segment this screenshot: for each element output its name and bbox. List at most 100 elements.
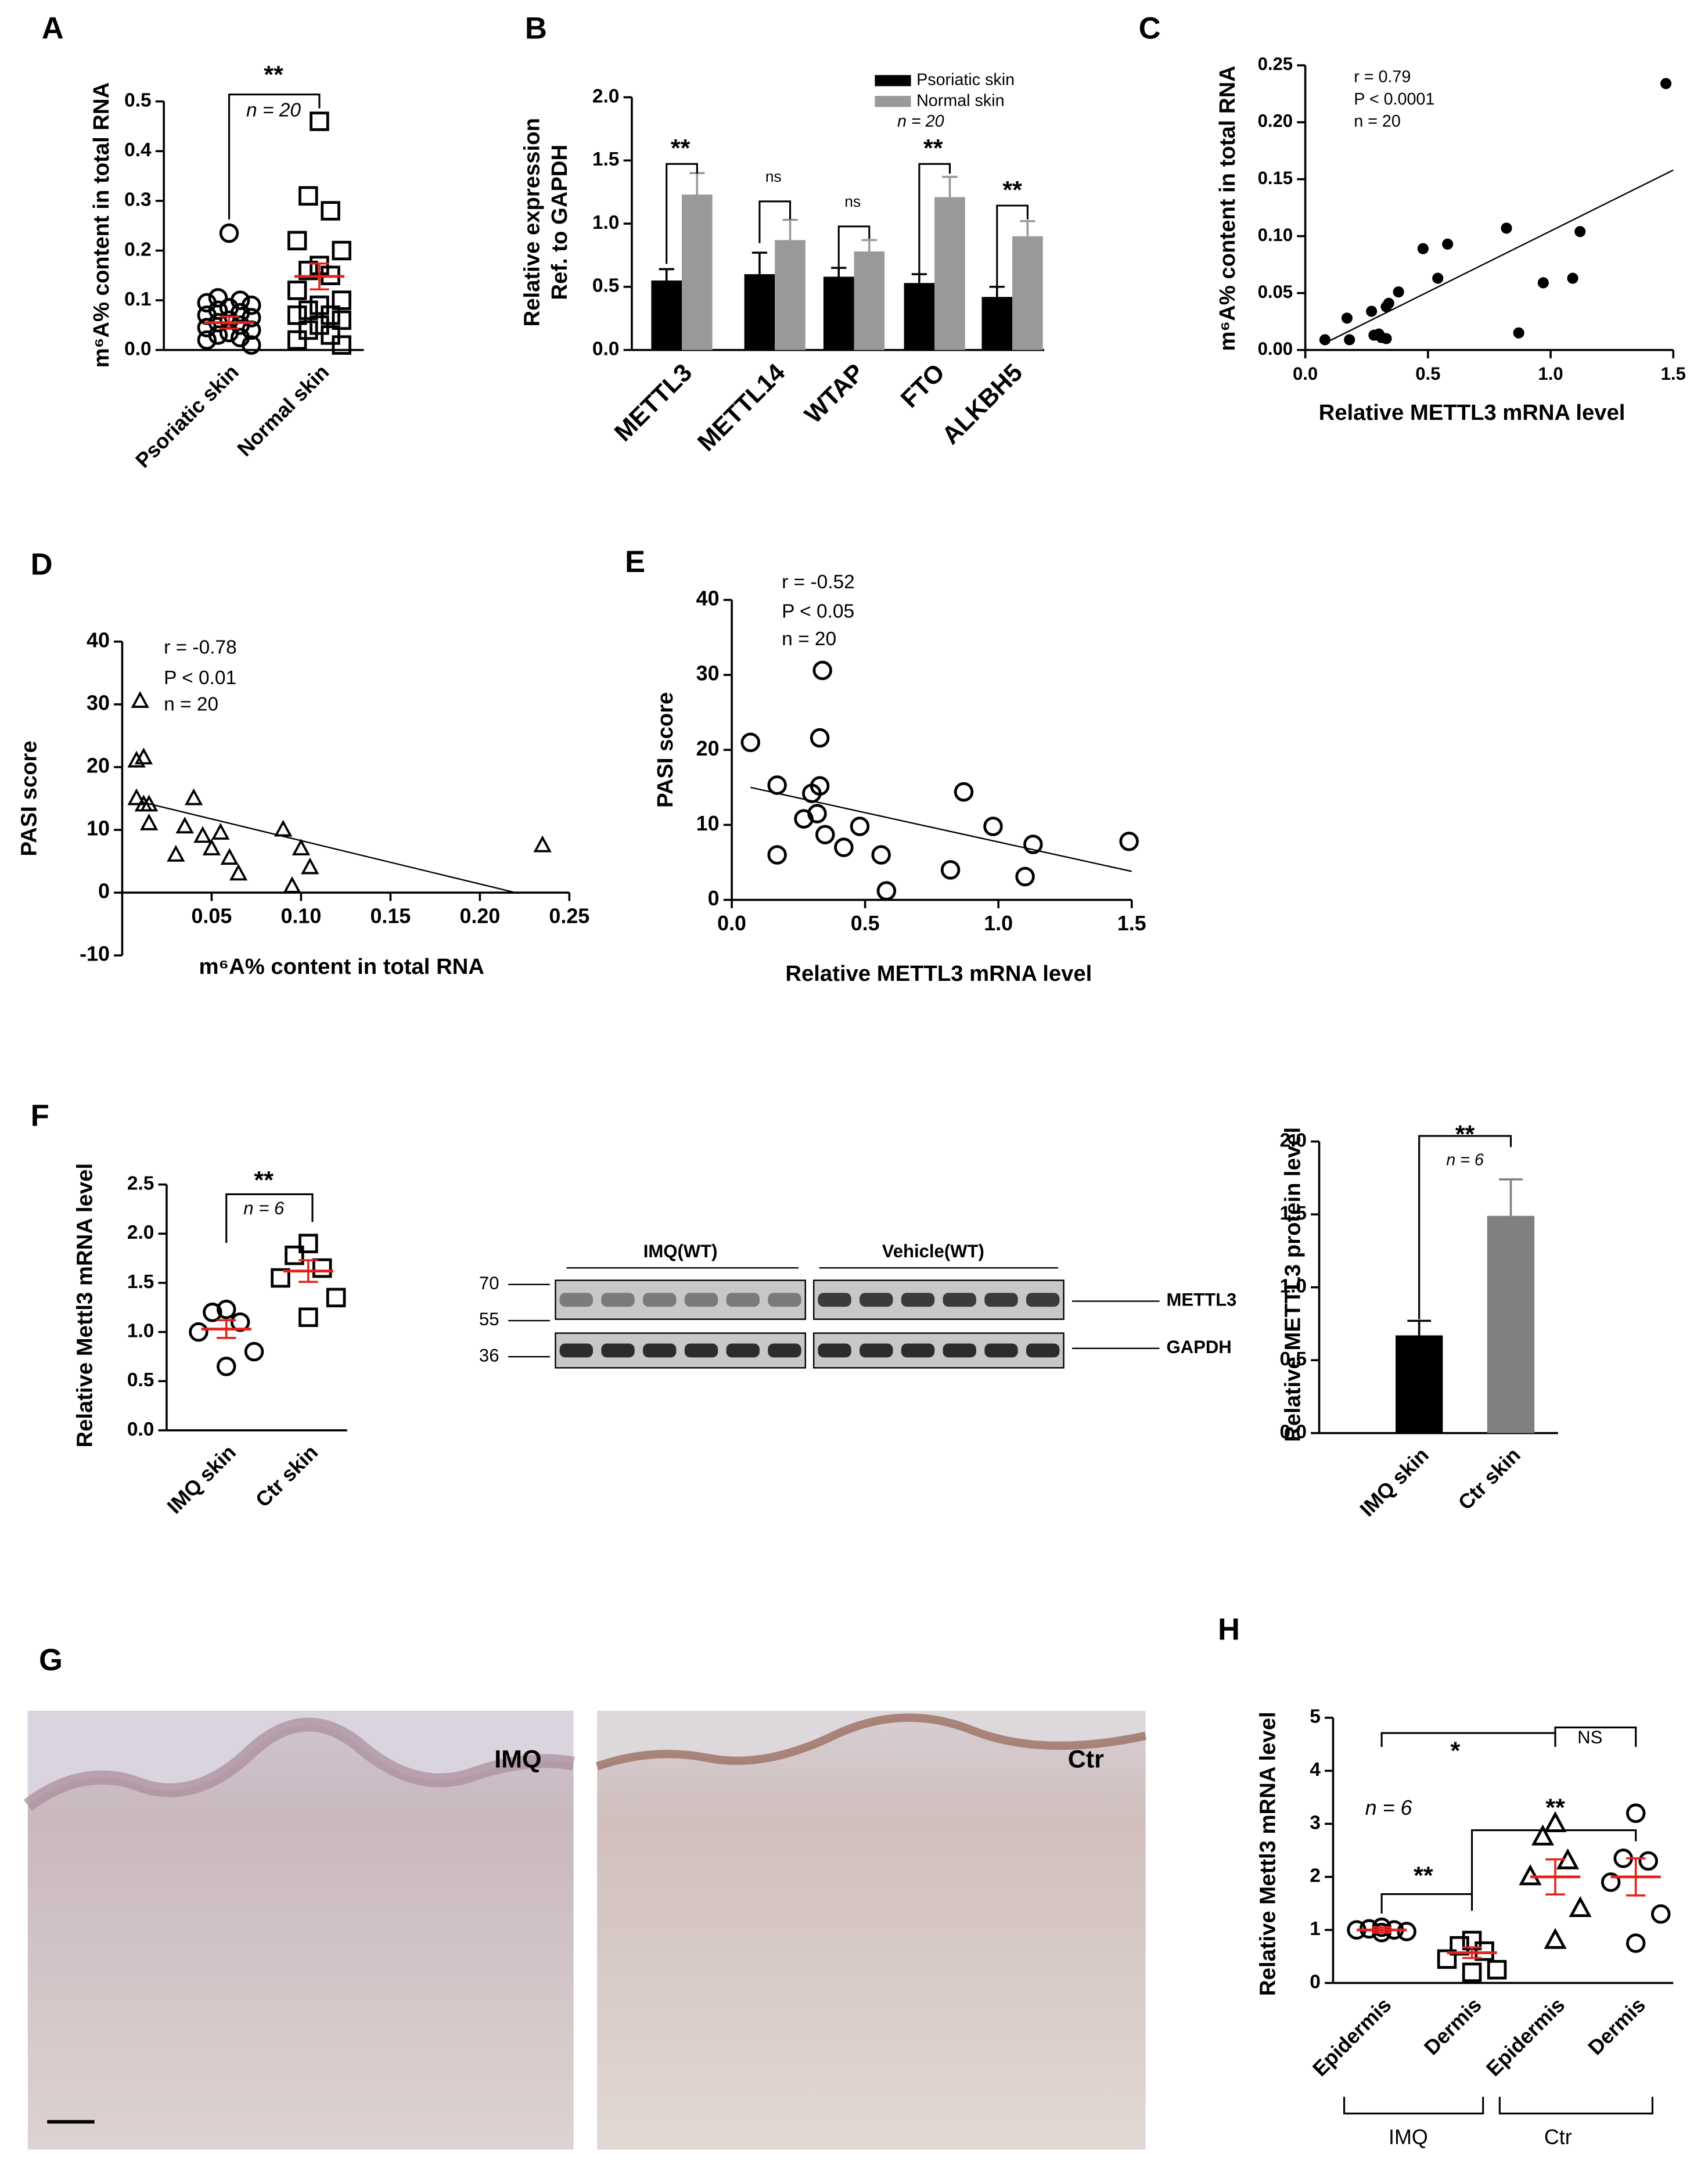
point	[299, 320, 318, 340]
blot-marker-label: 55	[479, 1309, 499, 1329]
significance-bracket	[996, 204, 1029, 292]
legend-label: Psoriatic skin	[916, 70, 1015, 89]
annotation: **	[1455, 1120, 1475, 1148]
point	[1651, 1904, 1671, 1924]
epidermis	[23, 1717, 575, 1811]
point	[332, 310, 351, 330]
point	[1366, 305, 1378, 317]
point	[139, 794, 159, 812]
point	[220, 848, 239, 865]
y-tick-label: 0.3	[124, 189, 152, 211]
annotation: **	[1545, 1794, 1565, 1822]
point	[274, 819, 293, 837]
histology-ctr	[597, 1710, 1146, 2150]
y-tick-label: 1.5	[592, 149, 620, 170]
point	[189, 1322, 208, 1342]
x-tick-label: 0.0	[1293, 364, 1318, 384]
blot-band	[1026, 1343, 1060, 1358]
error-bar	[861, 239, 877, 251]
annotation: n = 20	[246, 99, 301, 121]
significance-bracket	[837, 225, 871, 271]
point	[1023, 835, 1043, 854]
y-tick-label: 30	[87, 691, 110, 714]
point	[127, 788, 146, 805]
x-tick-label: 1.5	[1117, 912, 1146, 935]
y-tick-label: 20	[696, 737, 720, 760]
point	[1383, 297, 1394, 309]
histology-images	[23, 1710, 1147, 2150]
error-bar	[782, 218, 798, 240]
blot-band	[860, 1343, 893, 1358]
bar	[981, 297, 1013, 350]
error-bar	[310, 262, 329, 291]
blot-band	[901, 1343, 935, 1358]
point	[184, 788, 203, 805]
point	[287, 231, 307, 251]
point	[810, 776, 830, 796]
point	[301, 857, 319, 875]
point	[167, 844, 185, 862]
y-tick-label: 0	[98, 880, 110, 903]
y-axis-label: Relative Mettl3 mRNA level	[1256, 1711, 1281, 1996]
y-tick-label: 0.5	[127, 1369, 154, 1391]
blot-band	[559, 1343, 593, 1358]
annotation: n = 20	[897, 112, 944, 131]
x-tick-label: Dermis	[1584, 1993, 1650, 2059]
background	[27, 1710, 574, 1806]
panel-letter: E	[625, 545, 645, 579]
point	[299, 186, 318, 206]
legend-label: Normal skin	[916, 91, 1004, 110]
regression-line	[139, 801, 516, 894]
bar	[744, 274, 775, 350]
point	[1450, 1936, 1469, 1956]
y-tick-label: 3	[1310, 1812, 1321, 1833]
annotation: r = -0.78	[164, 637, 237, 659]
y-tick-label: 40	[696, 587, 720, 610]
x-tick-label: Epidermis	[1482, 1993, 1569, 2081]
background	[597, 1710, 1146, 1767]
point	[175, 817, 194, 834]
bar	[854, 251, 885, 350]
image-label: Ctr	[1068, 1745, 1104, 1773]
y-tick-label: 2.0	[127, 1222, 154, 1243]
point	[321, 305, 340, 325]
point	[871, 845, 891, 865]
annotation: n = 20	[164, 694, 218, 715]
bar	[682, 195, 713, 350]
y-tick-label: 0.0	[127, 1419, 154, 1440]
x-tick-label: Ctr skin	[1454, 1443, 1525, 1515]
annotation: ns	[765, 168, 782, 185]
y-tick-label: 1.0	[127, 1320, 154, 1342]
point	[299, 1233, 318, 1254]
panel-letter: D	[31, 548, 53, 582]
x-axis-label: Relative METTL3 mRNA level	[785, 961, 1092, 986]
bar	[823, 276, 854, 350]
bar	[775, 240, 806, 350]
group-label: Ctr	[1544, 2126, 1572, 2149]
x-tick-label: FTO	[896, 358, 950, 413]
significance-bracket	[228, 93, 321, 220]
y-tick-label: 0.5	[124, 90, 152, 112]
blot-frame	[812, 1332, 1065, 1369]
annotation: **	[254, 1166, 274, 1194]
point	[292, 839, 311, 855]
significance-bracket	[1554, 1727, 1637, 1747]
point	[1487, 1959, 1507, 1980]
point	[740, 732, 760, 753]
point	[208, 325, 228, 345]
point	[1015, 866, 1035, 887]
blot-band	[984, 1343, 1018, 1358]
panel-letter: B	[525, 12, 547, 46]
point	[299, 1307, 318, 1327]
panel-letter: C	[1139, 12, 1161, 46]
point	[127, 750, 146, 768]
y-tick-label: 0.0	[592, 339, 620, 360]
x-tick-label: METTL3	[609, 358, 697, 447]
annotation: n = 20	[1354, 112, 1401, 131]
y-axis-label: Relative Mettl3 mRNA level	[72, 1163, 97, 1448]
point	[1601, 1872, 1621, 1892]
blot-band	[726, 1293, 760, 1307]
x-tick-label: 0.25	[549, 905, 589, 928]
